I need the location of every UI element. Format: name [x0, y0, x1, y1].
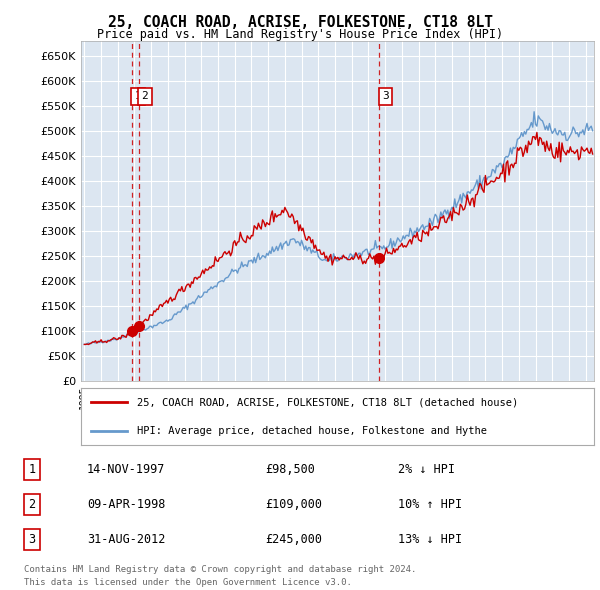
Text: Price paid vs. HM Land Registry's House Price Index (HPI): Price paid vs. HM Land Registry's House …	[97, 28, 503, 41]
Text: Contains HM Land Registry data © Crown copyright and database right 2024.: Contains HM Land Registry data © Crown c…	[24, 565, 416, 574]
Text: 1: 1	[29, 463, 36, 476]
Text: 10% ↑ HPI: 10% ↑ HPI	[398, 498, 462, 511]
Text: 13% ↓ HPI: 13% ↓ HPI	[398, 533, 462, 546]
Text: 31-AUG-2012: 31-AUG-2012	[87, 533, 165, 546]
Text: 14-NOV-1997: 14-NOV-1997	[87, 463, 165, 476]
Text: 09-APR-1998: 09-APR-1998	[87, 498, 165, 511]
Text: This data is licensed under the Open Government Licence v3.0.: This data is licensed under the Open Gov…	[24, 578, 352, 587]
Text: 1: 1	[135, 91, 142, 101]
Text: 25, COACH ROAD, ACRISE, FOLKESTONE, CT18 8LT (detached house): 25, COACH ROAD, ACRISE, FOLKESTONE, CT18…	[137, 397, 518, 407]
Text: 3: 3	[382, 91, 389, 101]
Text: 2: 2	[29, 498, 36, 511]
Text: 2: 2	[142, 91, 148, 101]
Text: 3: 3	[29, 533, 36, 546]
Text: 25, COACH ROAD, ACRISE, FOLKESTONE, CT18 8LT: 25, COACH ROAD, ACRISE, FOLKESTONE, CT18…	[107, 15, 493, 30]
Text: £109,000: £109,000	[265, 498, 322, 511]
Text: HPI: Average price, detached house, Folkestone and Hythe: HPI: Average price, detached house, Folk…	[137, 426, 487, 436]
Text: £245,000: £245,000	[265, 533, 322, 546]
Text: £98,500: £98,500	[265, 463, 316, 476]
Text: 2% ↓ HPI: 2% ↓ HPI	[398, 463, 455, 476]
